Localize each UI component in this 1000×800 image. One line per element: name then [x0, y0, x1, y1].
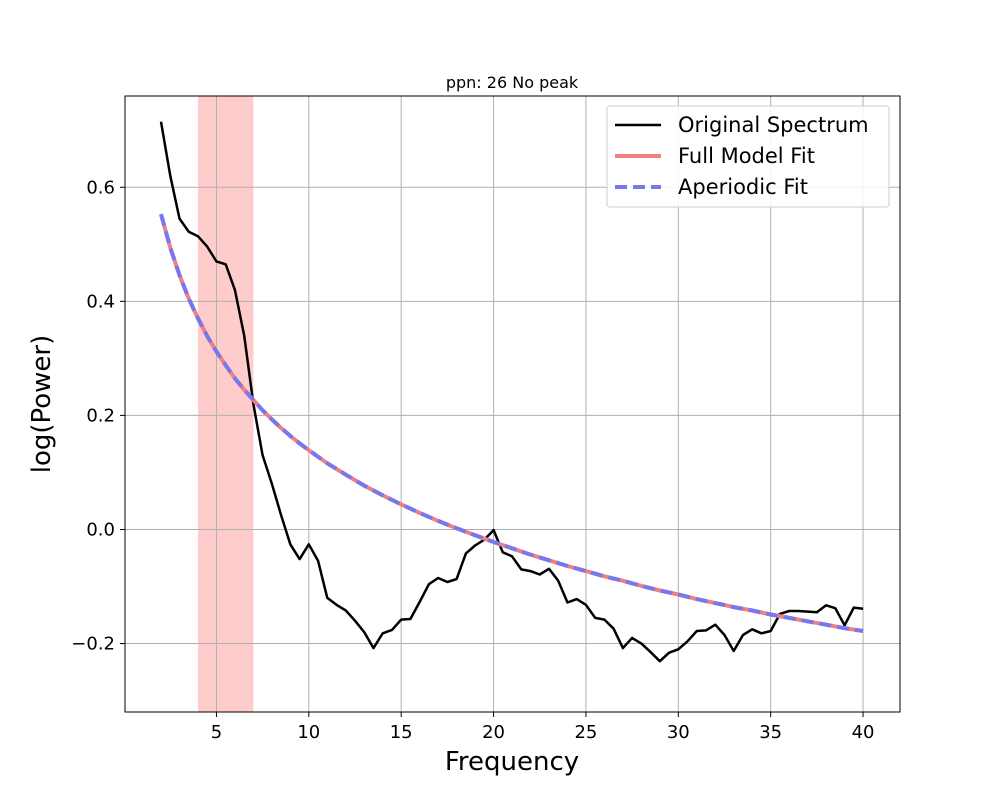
- y-tick-label: 0.2: [86, 405, 115, 426]
- y-tick-label: −0.2: [71, 634, 115, 655]
- legend-label: Original Spectrum: [678, 113, 869, 137]
- series-line-original-spectrum: [159, 121, 864, 663]
- legend: Original Spectrum Full Model Fit Aperiodic…: [606, 105, 890, 208]
- series-line-full-model-fit: [159, 213, 864, 633]
- x-tick-label: 30: [667, 722, 690, 743]
- legend-label: Full Model Fit: [678, 144, 815, 168]
- x-axis-label: Frequency: [445, 747, 579, 777]
- x-tick-label: 10: [297, 722, 320, 743]
- y-tick-label: 0.0: [86, 519, 115, 540]
- shaded-band: [197, 96, 254, 712]
- x-tick-label: 20: [482, 722, 505, 743]
- x-tick-label: 35: [759, 722, 782, 743]
- y-tick-label: 0.4: [86, 291, 115, 312]
- x-tick-label: 5: [211, 722, 222, 743]
- legend-label: Aperiodic Fit: [678, 175, 808, 199]
- legend-box: [606, 105, 890, 208]
- y-tick-label: 0.6: [86, 177, 115, 198]
- series-line-aperiodic-fit: [159, 213, 864, 633]
- x-tick-label: 25: [574, 722, 597, 743]
- chart-title: ppn: 26 No peak: [446, 73, 579, 92]
- x-tick-label: 40: [852, 722, 875, 743]
- plot-frame: [124, 95, 901, 713]
- x-tick-label: 15: [390, 722, 413, 743]
- y-axis-label: log(Power): [27, 335, 57, 474]
